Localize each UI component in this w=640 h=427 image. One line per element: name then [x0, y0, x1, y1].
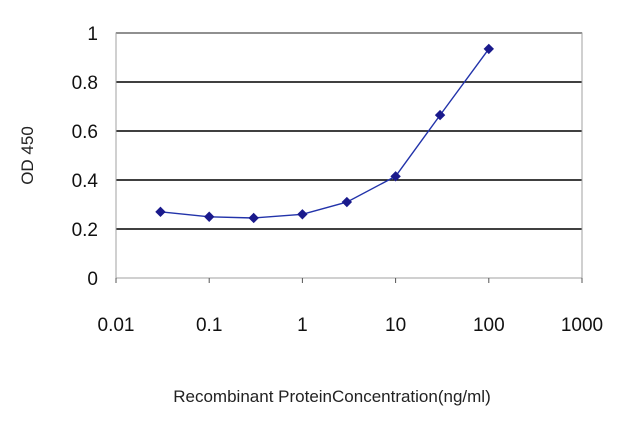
y-tick-label: 0.6	[72, 122, 98, 143]
y-tick-label: 1	[87, 24, 98, 45]
x-tick-label: 10	[385, 315, 406, 336]
x-tick-label: 1000	[561, 315, 603, 336]
x-axis-ticks: 0.01 0.1 1 10 100 1000	[98, 278, 603, 336]
data-point-marker	[483, 43, 494, 55]
plot-area-border	[115, 32, 583, 279]
data-point-marker	[155, 206, 166, 218]
y-tick-label: 0.2	[72, 220, 98, 241]
data-point-marker	[297, 209, 308, 220]
data-point-marker	[204, 211, 215, 222]
data-point-marker	[390, 171, 401, 182]
y-axis-title: OD 450	[18, 126, 37, 185]
y-tick-label: 0.8	[72, 73, 98, 94]
data-point-marker	[434, 109, 446, 121]
y-tick-label: 0	[87, 269, 98, 290]
y-axis-ticks: 0 0.2 0.4 0.6 0.8 1	[72, 24, 99, 290]
data-point-marker	[341, 196, 353, 208]
x-tick-label: 0.01	[98, 315, 135, 336]
x-tick-label: 100	[473, 315, 505, 336]
data-series	[155, 43, 494, 224]
y-tick-label: 0.4	[72, 171, 99, 192]
x-tick-label: 0.1	[196, 315, 222, 336]
series-line	[160, 48, 490, 219]
x-tick-label: 1	[297, 315, 308, 336]
x-axis-title: Recombinant ProteinConcentration(ng/ml)	[173, 387, 491, 406]
data-point-marker	[248, 212, 259, 224]
